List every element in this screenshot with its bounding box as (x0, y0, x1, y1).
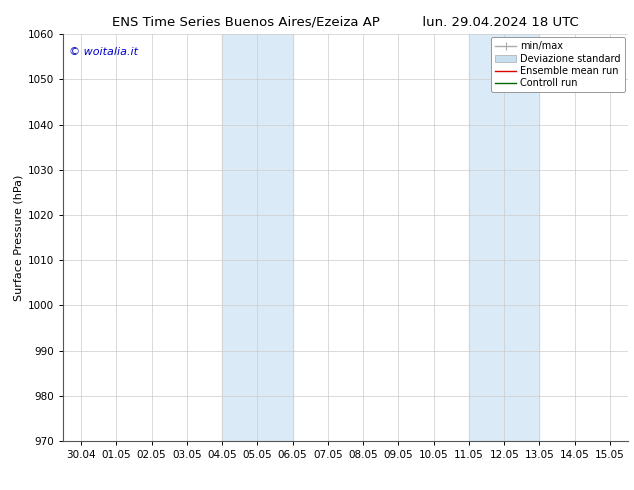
Y-axis label: Surface Pressure (hPa): Surface Pressure (hPa) (14, 174, 24, 301)
Title: ENS Time Series Buenos Aires/Ezeiza AP          lun. 29.04.2024 18 UTC: ENS Time Series Buenos Aires/Ezeiza AP l… (112, 16, 579, 29)
Bar (469, 34, 540, 441)
Text: © woitalia.it: © woitalia.it (69, 47, 138, 56)
Legend: min/max, Deviazione standard, Ensemble mean run, Controll run: min/max, Deviazione standard, Ensemble m… (491, 37, 624, 92)
Bar (222, 34, 293, 441)
